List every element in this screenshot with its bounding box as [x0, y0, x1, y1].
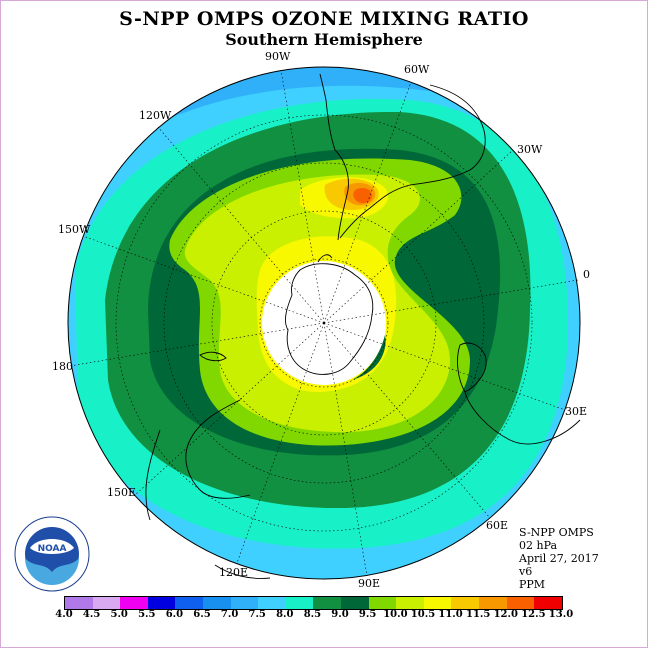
lat-circle-2	[211, 210, 437, 436]
south-america-west	[319, 73, 349, 241]
edge-crescent	[352, 335, 386, 380]
colorbar-swatch	[230, 597, 259, 609]
meridian-120w	[157, 126, 325, 324]
colorbar-tick-label: 5.5	[138, 609, 156, 620]
meridian-90w	[280, 69, 325, 324]
lon-label-0: 0	[583, 268, 590, 281]
graticule	[69, 69, 579, 577]
south-america-east	[339, 84, 486, 239]
logo-text: NOAA	[38, 544, 67, 554]
colorbar-tick-label: 6.5	[193, 609, 211, 620]
africa-coast	[457, 342, 487, 393]
colorbar-tick-label: 9.5	[358, 609, 377, 620]
meridian-60w	[323, 81, 412, 324]
meridian-150w	[82, 235, 325, 324]
colorbar	[64, 596, 563, 610]
colorbar-swatch	[451, 597, 479, 609]
noaa-logo-icon: NOAA	[14, 516, 90, 592]
colorbar-tick-label: 13.0	[548, 609, 574, 620]
meridian-150e	[134, 322, 325, 496]
lon-label-90e: 90E	[358, 577, 381, 590]
band-12-0	[353, 188, 372, 204]
lon-label-150e: 150E	[107, 486, 137, 499]
lon-label-120e: 120E	[219, 566, 249, 579]
info-block: S-NPP OMPS 02 hPa April 27, 2017 v6 PPM	[519, 526, 599, 591]
map-title: S-NPP OMPS OZONE MIXING RATIO	[119, 8, 529, 30]
meridian-90e	[323, 322, 368, 577]
colorbar-swatch	[175, 597, 203, 609]
lon-label-180: 180	[52, 360, 73, 373]
info-instrument: S-NPP OMPS	[519, 526, 594, 539]
lat-circle-4	[115, 114, 533, 532]
colorbar-swatch	[313, 597, 341, 609]
antarctic-peninsula	[317, 254, 333, 263]
colorbar-swatch	[202, 597, 231, 609]
colorbar-tick-label: 4.0	[55, 609, 73, 620]
meridian-30e	[323, 322, 566, 411]
colorbar-swatch	[65, 597, 93, 609]
lon-label-30e: 30E	[565, 405, 588, 418]
colorbar-tick-label: 8.5	[303, 609, 322, 620]
coastlines	[145, 73, 581, 579]
colorbar-tick-label: 10.0	[383, 609, 408, 620]
new-zealand	[199, 351, 227, 362]
colorbar-tick-label: 12.5	[521, 609, 546, 620]
indonesia-coast	[214, 564, 271, 579]
meridian-30w	[323, 149, 514, 324]
colorbar-tick-label: 10.5	[410, 609, 436, 620]
colorbar-swatch	[423, 597, 452, 609]
colorbar-tick-label: 6.0	[165, 609, 184, 620]
colorbar-tick-label: 7.5	[248, 609, 266, 620]
colorbar-swatch	[92, 597, 121, 609]
lon-label-60e: 60E	[486, 519, 509, 532]
australia-coast	[185, 399, 251, 499]
lat-circle-3	[163, 162, 485, 484]
info-level: 02 hPa	[519, 539, 558, 552]
map-border	[67, 66, 581, 580]
info-date: April 27, 2017	[519, 552, 599, 565]
colorbar-tick-label: 11.0	[438, 609, 463, 620]
info-units: PPM	[519, 578, 546, 591]
lon-label-150w: 150W	[58, 223, 91, 236]
meridian-120e	[236, 322, 325, 564]
colorbar-tick-label: 4.5	[82, 609, 101, 620]
meridian-180	[69, 322, 325, 367]
colorbar-swatch	[368, 597, 397, 609]
colorbar-swatch	[506, 597, 535, 609]
lon-label-60w: 60W	[404, 63, 430, 76]
colorbar-swatch	[396, 597, 424, 609]
africa-south	[464, 391, 581, 445]
colorbar-tick-label: 7.0	[220, 609, 239, 620]
colorbar-swatch	[285, 597, 314, 609]
map-subtitle: Southern Hemisphere	[225, 30, 423, 49]
colorbar-swatch	[120, 597, 148, 609]
meridian-0	[323, 279, 579, 324]
lon-label-120w: 120W	[139, 109, 172, 122]
australia-east	[145, 429, 161, 521]
info-version: v6	[519, 565, 533, 578]
colorbar-swatch	[147, 597, 176, 609]
colorbar-swatch	[258, 597, 286, 609]
colorbar-tick-label: 5.0	[110, 609, 128, 620]
ozone-field	[68, 67, 580, 579]
colorbar-tick-label: 8.0	[276, 609, 294, 620]
colorbar-swatch	[478, 597, 507, 609]
lat-circle-1	[259, 258, 389, 388]
antarctica-coast	[285, 263, 374, 375]
colorbar-tick-label: 12.0	[493, 609, 518, 620]
lon-label-30w: 30W	[517, 143, 543, 156]
meridian-60e	[323, 322, 491, 519]
colorbar-swatch	[534, 597, 562, 609]
colorbar-tick-label: 9.0	[331, 609, 349, 620]
lon-label-90w: 90W	[265, 50, 291, 63]
colorbar-swatch	[340, 597, 369, 609]
colorbar-tick-label: 11.5	[466, 609, 491, 620]
